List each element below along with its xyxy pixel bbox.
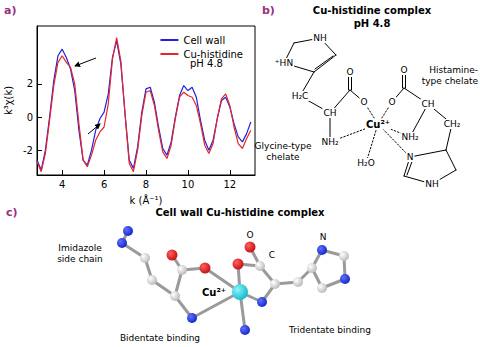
svg-text:O: O	[246, 230, 253, 240]
svg-text:k³χ(k): k³χ(k)	[3, 86, 14, 115]
svg-text:-2: -2	[23, 145, 33, 156]
svg-text:N: N	[407, 152, 414, 162]
svg-text:c): c)	[6, 206, 18, 219]
svg-text:NH₂: NH₂	[401, 132, 419, 142]
svg-text:CH₂: CH₂	[444, 119, 461, 129]
svg-text:O: O	[360, 97, 367, 107]
svg-text:Imidazole: Imidazole	[58, 243, 102, 253]
svg-text:Cu²⁺: Cu²⁺	[366, 119, 390, 130]
svg-text:NH: NH	[313, 33, 327, 43]
svg-text:O: O	[346, 67, 353, 77]
svg-text:CH: CH	[323, 108, 336, 118]
svg-text:k (Å⁻¹): k (Å⁻¹)	[130, 194, 163, 206]
svg-text:H₂C: H₂C	[292, 91, 309, 101]
svg-text:O: O	[400, 65, 407, 75]
svg-text:4: 4	[59, 179, 65, 190]
svg-text:Glycine-type: Glycine-type	[255, 141, 312, 151]
svg-text:C: C	[269, 250, 275, 260]
svg-text:NH₂: NH₂	[321, 137, 339, 147]
svg-text:b): b)	[262, 4, 275, 17]
svg-text:Bidentate binding: Bidentate binding	[120, 333, 200, 343]
svg-text:Cu-histidine complex: Cu-histidine complex	[313, 5, 432, 16]
svg-text:12: 12	[223, 179, 236, 190]
svg-text:2: 2	[27, 78, 33, 89]
svg-text:H₂O: H₂O	[357, 158, 374, 168]
svg-text:Cell wall: Cell wall	[183, 35, 225, 46]
svg-text:Cu²⁺: Cu²⁺	[202, 287, 226, 298]
svg-text:NH: NH	[425, 179, 439, 189]
svg-text:Tridentate binding: Tridentate binding	[288, 325, 371, 335]
svg-text:10: 10	[182, 179, 195, 190]
svg-text:CH: CH	[421, 99, 434, 109]
svg-text:Histamine-: Histamine-	[429, 65, 478, 75]
svg-text:N: N	[320, 232, 327, 242]
svg-text:Cu-histidine: Cu-histidine	[183, 49, 243, 60]
svg-text:pH 4.8: pH 4.8	[354, 18, 391, 29]
svg-text:type chelate: type chelate	[422, 76, 479, 86]
svg-text:side chain: side chain	[57, 254, 103, 264]
svg-text:chelate: chelate	[266, 152, 300, 162]
svg-text:⁺HN: ⁺HN	[275, 58, 293, 68]
svg-text:Cell wall Cu-histidine complex: Cell wall Cu-histidine complex	[155, 207, 325, 218]
svg-text:0: 0	[27, 112, 33, 123]
svg-text:pH 4.8: pH 4.8	[190, 57, 223, 69]
svg-text:a): a)	[4, 4, 16, 17]
svg-text:6: 6	[101, 179, 107, 190]
svg-text:O: O	[388, 97, 395, 107]
svg-text:8: 8	[143, 179, 149, 190]
